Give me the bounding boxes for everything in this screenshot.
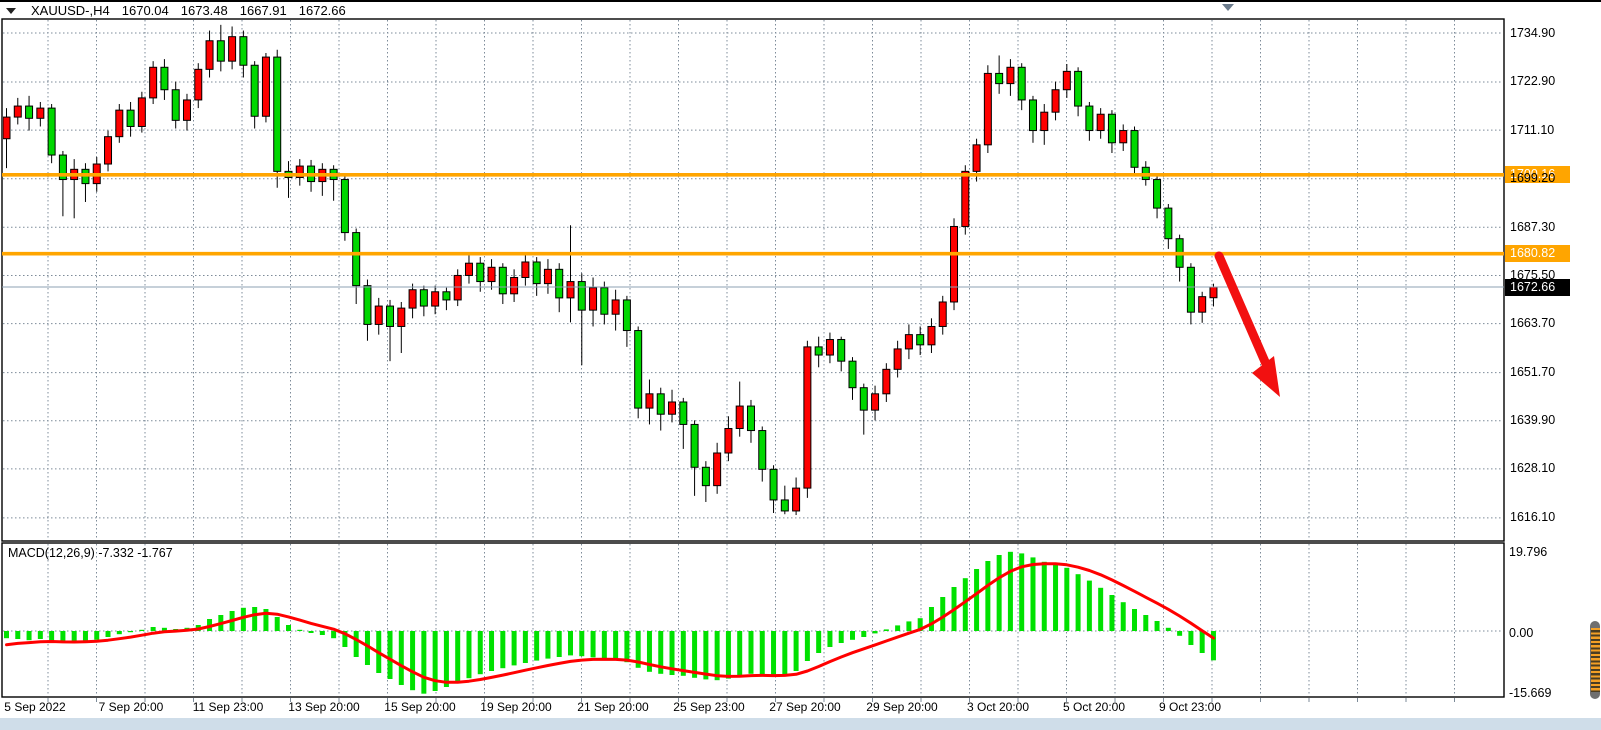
price-axis-label: 1628.10	[1510, 461, 1556, 476]
chart-shift-marker-icon[interactable]	[1222, 4, 1234, 11]
macd-main-value: -7.332	[98, 546, 134, 560]
time-axis-label: 11 Sep 23:00	[192, 700, 264, 714]
time-axis-label: 5 Sep 2022	[4, 700, 66, 714]
time-axis-label: 27 Sep 20:00	[769, 700, 841, 714]
time-axis-label: 19 Sep 20:00	[480, 700, 552, 714]
time-axis-label: 29 Sep 20:00	[866, 700, 938, 714]
time-axis-label: 9 Oct 23:00	[1158, 700, 1222, 714]
time-axis-label: 3 Oct 20:00	[966, 700, 1030, 714]
price-axis-label: 1616.10	[1510, 510, 1556, 525]
time-axis-label: 21 Sep 20:00	[577, 700, 649, 714]
high-value: 1673.48	[180, 3, 228, 18]
price-axis-label: 1699.20	[1510, 171, 1556, 186]
symbol-dropdown-icon[interactable]	[6, 7, 16, 14]
resistance-price-badge: 1700.16	[1505, 166, 1570, 184]
symbol-period-label: XAUUSD-,H4	[31, 3, 110, 18]
price-axis-label: 1651.70	[1510, 365, 1556, 380]
macd-axis-max: 19.796	[1509, 545, 1548, 559]
time-axis-label: 7 Sep 20:00	[98, 700, 164, 714]
time-axis-label: 5 Oct 20:00	[1062, 700, 1126, 714]
time-axis-label: 25 Sep 23:00	[673, 700, 745, 714]
price-axis-label: 1711.10	[1510, 122, 1555, 137]
scrollbar-stripes-decoration	[1590, 628, 1600, 692]
price-axis-label: 1734.90	[1510, 25, 1556, 40]
macd-signal-line	[5, 562, 1215, 684]
price-axis-label: 1675.50	[1510, 267, 1556, 282]
trend-arrow[interactable]	[1214, 251, 1280, 397]
quote-line: XAUUSD-,H4 1670.04 1673.48 1667.91 1672.…	[6, 3, 346, 18]
macd-axis-zero: 0.00	[1509, 626, 1534, 640]
vertical-scrollbar-thumb[interactable]	[1590, 621, 1600, 699]
macd-name: MACD(12,26,9)	[8, 546, 95, 560]
macd-axis-min: -15.669	[1509, 686, 1552, 700]
time-axis-ticks	[47, 698, 1455, 702]
current-price-badge: 1672.66	[1505, 278, 1570, 296]
candlesticks	[3, 24, 1218, 516]
time-axis-label: 13 Sep 20:00	[288, 700, 360, 714]
time-axis-label: 15 Sep 20:00	[384, 700, 456, 714]
macd-histogram	[4, 551, 1216, 694]
horizontal-level-lines[interactable]	[2, 172, 1504, 256]
open-value: 1670.04	[121, 3, 169, 18]
price-axis-label: 1687.30	[1510, 219, 1556, 234]
price-axis-label: 1722.90	[1510, 74, 1556, 89]
gridlines	[3, 20, 1503, 696]
macd-indicator-label: MACD(12,26,9) -7.332 -1.767	[8, 546, 173, 560]
macd-signal-value: -1.767	[137, 546, 173, 560]
price-axis-label: 1639.90	[1510, 413, 1556, 428]
low-value: 1667.91	[239, 3, 287, 18]
window-bottom-edge	[0, 718, 1601, 730]
close-value: 1672.66	[298, 3, 346, 18]
support-price-badge: 1680.82	[1505, 245, 1570, 263]
price-axis-label: 1663.70	[1510, 316, 1556, 331]
